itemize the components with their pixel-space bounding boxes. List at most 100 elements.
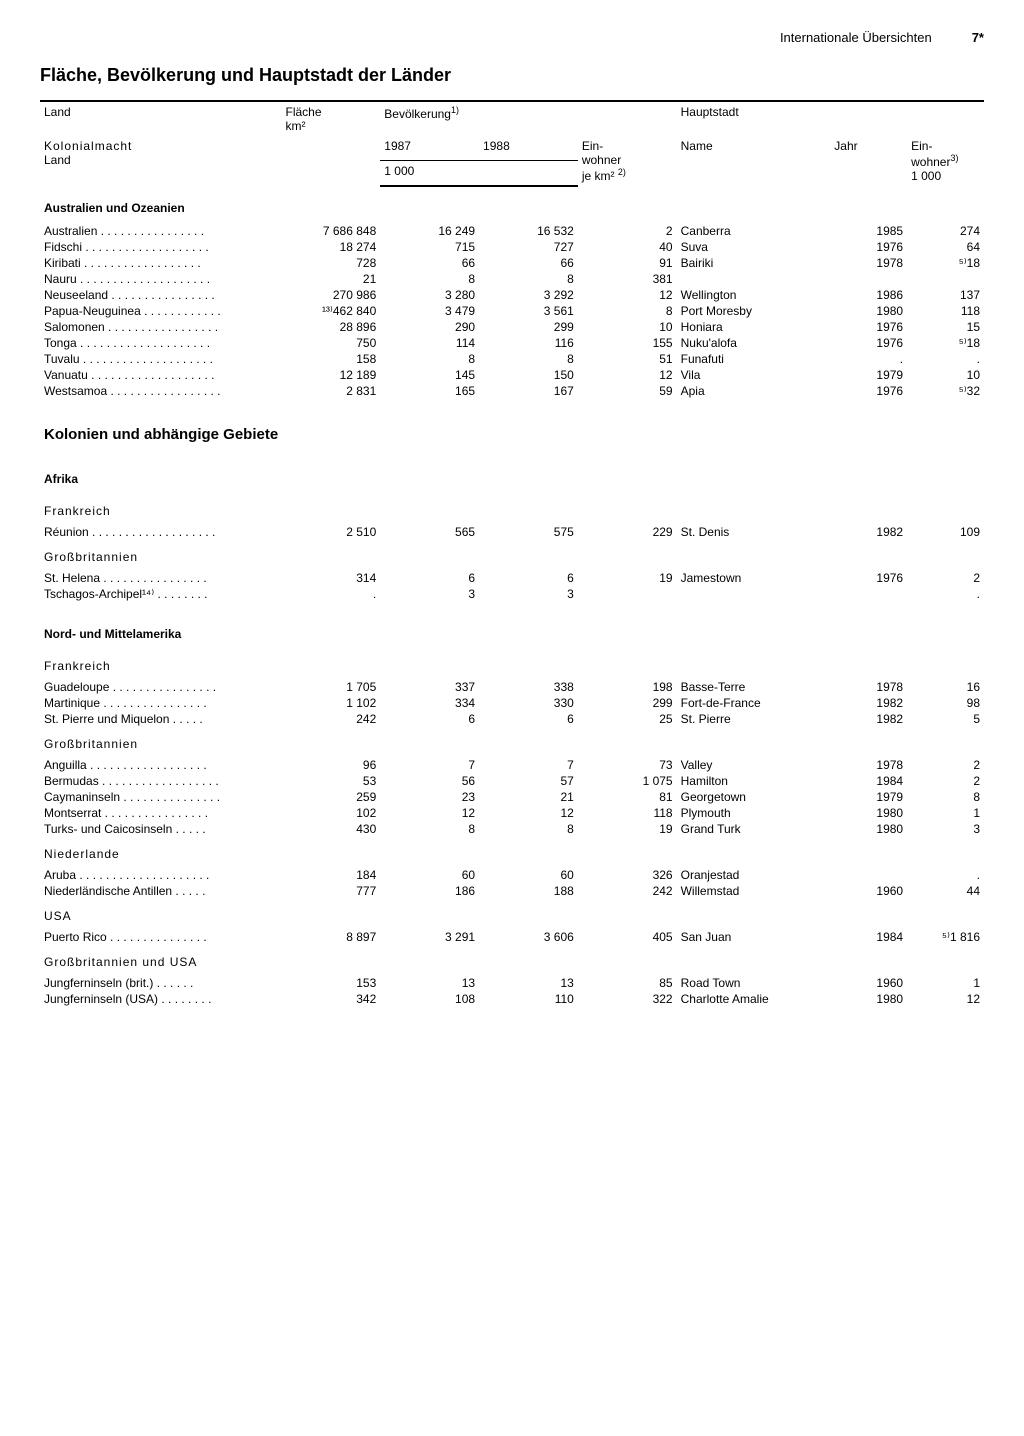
- cell-dens: 10: [578, 319, 677, 335]
- cell-yr: 1980: [830, 991, 907, 1007]
- cell-yr: 1976: [830, 335, 907, 351]
- table-row: Bermudas . . . . . . . . . . . . . . . .…: [40, 773, 984, 789]
- cell-cap: Fort-de-France: [677, 695, 831, 711]
- cell-yr: 1985: [830, 223, 907, 239]
- cell-cap: Georgetown: [677, 789, 831, 805]
- cell-p87: 186: [380, 883, 479, 899]
- cell-p87: 565: [380, 524, 479, 540]
- cell-p87: 12: [380, 805, 479, 821]
- cell-land: Martinique . . . . . . . . . . . . . . .…: [40, 695, 281, 711]
- cell-p88: 3 561: [479, 303, 578, 319]
- col-bev: Bevölkerung1): [380, 101, 676, 136]
- cell-area: 342: [281, 991, 380, 1007]
- cell-capp: ⁵⁾32: [907, 383, 984, 399]
- cell-capp: 274: [907, 223, 984, 239]
- cell-cap: Port Moresby: [677, 303, 831, 319]
- cell-land: Montserrat . . . . . . . . . . . . . . .…: [40, 805, 281, 821]
- cell-area: 18 274: [281, 239, 380, 255]
- cell-land: Jungferninseln (brit.) . . . . . .: [40, 975, 281, 991]
- col-1987: 1987: [380, 136, 479, 160]
- table-row: Tonga . . . . . . . . . . . . . . . . . …: [40, 335, 984, 351]
- cell-land: Kiribati . . . . . . . . . . . . . . . .…: [40, 255, 281, 271]
- cell-dens: [578, 586, 677, 602]
- table-head: Land Flächekm² Bevölkerung1) Hauptstadt …: [40, 101, 984, 186]
- cell-land: Caymaninseln . . . . . . . . . . . . . .…: [40, 789, 281, 805]
- table-body: Australien und OzeanienAustralien . . . …: [40, 186, 984, 1018]
- cell-land: Tonga . . . . . . . . . . . . . . . . . …: [40, 335, 281, 351]
- table-row: Guadeloupe . . . . . . . . . . . . . . .…: [40, 679, 984, 695]
- cell-cap: Vila: [677, 367, 831, 383]
- cell-area: 184: [281, 867, 380, 883]
- cell-cap: St. Pierre: [677, 711, 831, 727]
- cell-land: Tschagos-Archipel¹⁴⁾ . . . . . . . .: [40, 586, 281, 602]
- cell-dens: 242: [578, 883, 677, 899]
- cell-yr: 1982: [830, 524, 907, 540]
- cell-capp: 137: [907, 287, 984, 303]
- cell-p88: 66: [479, 255, 578, 271]
- cell-capp: 8: [907, 789, 984, 805]
- section-heading-cell: Großbritannien und USA: [40, 945, 984, 975]
- table-row: Kiribati . . . . . . . . . . . . . . . .…: [40, 255, 984, 271]
- col-cap: Hauptstadt: [677, 101, 984, 136]
- cell-capp: ⁵⁾18: [907, 335, 984, 351]
- section-heading-cell: Frankreich: [40, 649, 984, 679]
- cell-dens: 12: [578, 367, 677, 383]
- section-heading-cell: Großbritannien: [40, 727, 984, 757]
- cell-cap: Bairiki: [677, 255, 831, 271]
- cell-capp: [907, 271, 984, 287]
- cell-p88: 16 532: [479, 223, 578, 239]
- cell-p88: 3 606: [479, 929, 578, 945]
- cell-p87: 8: [380, 271, 479, 287]
- cell-land: Nauru . . . . . . . . . . . . . . . . . …: [40, 271, 281, 287]
- section-heading-cell: Niederlande: [40, 837, 984, 867]
- cell-p87: 56: [380, 773, 479, 789]
- col-capname: Name: [677, 136, 831, 186]
- cell-area: 153: [281, 975, 380, 991]
- cell-dens: 1 075: [578, 773, 677, 789]
- cell-dens: 19: [578, 570, 677, 586]
- cell-cap: Oranjestad: [677, 867, 831, 883]
- cell-capp: 15: [907, 319, 984, 335]
- table-row: Tuvalu . . . . . . . . . . . . . . . . .…: [40, 351, 984, 367]
- cell-p88: 57: [479, 773, 578, 789]
- section-heading: Großbritannien: [40, 540, 984, 570]
- cell-dens: 12: [578, 287, 677, 303]
- cell-p88: 21: [479, 789, 578, 805]
- table-row: Réunion . . . . . . . . . . . . . . . . …: [40, 524, 984, 540]
- cell-area: 750: [281, 335, 380, 351]
- cell-area: 8 897: [281, 929, 380, 945]
- cell-capp: .: [907, 867, 984, 883]
- section-heading: Frankreich: [40, 494, 984, 524]
- cell-p88: 575: [479, 524, 578, 540]
- cell-p88: 3: [479, 586, 578, 602]
- cell-dens: 81: [578, 789, 677, 805]
- section-heading-cell: Nord- und Mittelamerika: [40, 613, 984, 649]
- cell-p87: 3 291: [380, 929, 479, 945]
- cell-dens: 19: [578, 821, 677, 837]
- section-label: Internationale Übersichten: [780, 30, 932, 45]
- cell-p87: 114: [380, 335, 479, 351]
- col-cappop: Ein- wohner3) 1 000: [907, 136, 984, 186]
- cell-capp: 10: [907, 367, 984, 383]
- cell-capp: .: [907, 351, 984, 367]
- table-row: Westsamoa . . . . . . . . . . . . . . . …: [40, 383, 984, 399]
- cell-land: Niederländische Antillen . . . . .: [40, 883, 281, 899]
- cell-area: 430: [281, 821, 380, 837]
- cell-area: 158: [281, 351, 380, 367]
- cell-capp: 2: [907, 757, 984, 773]
- table-row: Caymaninseln . . . . . . . . . . . . . .…: [40, 789, 984, 805]
- cell-cap: Grand Turk: [677, 821, 831, 837]
- cell-cap: Funafuti: [677, 351, 831, 367]
- cell-capp: .: [907, 586, 984, 602]
- cell-p87: 108: [380, 991, 479, 1007]
- cell-p88: 150: [479, 367, 578, 383]
- cell-p87: 3: [380, 586, 479, 602]
- cell-area: 270 986: [281, 287, 380, 303]
- table-row: Jungferninseln (brit.) . . . . . . 15313…: [40, 975, 984, 991]
- section-heading-cell: USA: [40, 899, 984, 929]
- cell-p87: 8: [380, 821, 479, 837]
- cell-area: 728: [281, 255, 380, 271]
- cell-area: 102: [281, 805, 380, 821]
- cell-dens: 326: [578, 867, 677, 883]
- cell-capp: 3: [907, 821, 984, 837]
